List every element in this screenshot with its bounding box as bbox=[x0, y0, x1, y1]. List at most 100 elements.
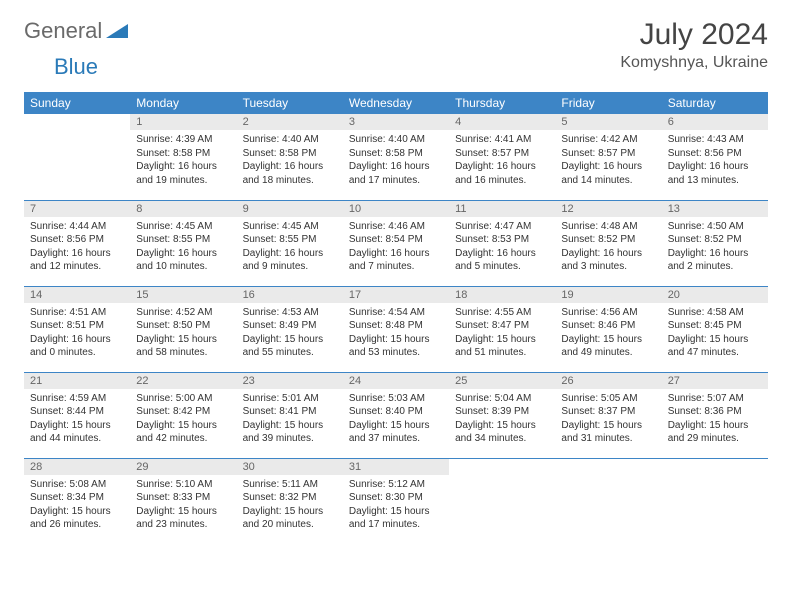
day-number: 20 bbox=[662, 287, 768, 303]
day-number: 10 bbox=[343, 201, 449, 217]
day-details: Sunrise: 4:58 AMSunset: 8:45 PMDaylight:… bbox=[662, 303, 768, 362]
dow-header: Saturday bbox=[662, 92, 768, 114]
day-number: 5 bbox=[555, 114, 661, 130]
day-details: Sunrise: 4:45 AMSunset: 8:55 PMDaylight:… bbox=[130, 217, 236, 276]
day-number: 31 bbox=[343, 459, 449, 475]
calendar-day-cell: 17Sunrise: 4:54 AMSunset: 8:48 PMDayligh… bbox=[343, 286, 449, 372]
day-number: 7 bbox=[24, 201, 130, 217]
calendar-day-cell: 23Sunrise: 5:01 AMSunset: 8:41 PMDayligh… bbox=[237, 372, 343, 458]
day-details: Sunrise: 5:12 AMSunset: 8:30 PMDaylight:… bbox=[343, 475, 449, 534]
day-number: 12 bbox=[555, 201, 661, 217]
day-details: Sunrise: 5:03 AMSunset: 8:40 PMDaylight:… bbox=[343, 389, 449, 448]
calendar-day-cell: 7Sunrise: 4:44 AMSunset: 8:56 PMDaylight… bbox=[24, 200, 130, 286]
day-details: Sunrise: 5:01 AMSunset: 8:41 PMDaylight:… bbox=[237, 389, 343, 448]
day-number: 23 bbox=[237, 373, 343, 389]
day-number: 26 bbox=[555, 373, 661, 389]
day-number: 30 bbox=[237, 459, 343, 475]
calendar-day-cell: 25Sunrise: 5:04 AMSunset: 8:39 PMDayligh… bbox=[449, 372, 555, 458]
day-details: Sunrise: 4:52 AMSunset: 8:50 PMDaylight:… bbox=[130, 303, 236, 362]
calendar-day-cell: 21Sunrise: 4:59 AMSunset: 8:44 PMDayligh… bbox=[24, 372, 130, 458]
day-details: Sunrise: 4:45 AMSunset: 8:55 PMDaylight:… bbox=[237, 217, 343, 276]
location-label: Komyshnya, Ukraine bbox=[620, 54, 768, 72]
calendar-day-cell: 6Sunrise: 4:43 AMSunset: 8:56 PMDaylight… bbox=[662, 114, 768, 200]
day-details: Sunrise: 4:59 AMSunset: 8:44 PMDaylight:… bbox=[24, 389, 130, 448]
calendar-day-cell: 2Sunrise: 4:40 AMSunset: 8:58 PMDaylight… bbox=[237, 114, 343, 200]
calendar-empty-cell bbox=[449, 458, 555, 544]
day-details: Sunrise: 4:54 AMSunset: 8:48 PMDaylight:… bbox=[343, 303, 449, 362]
day-number: 27 bbox=[662, 373, 768, 389]
calendar-day-cell: 15Sunrise: 4:52 AMSunset: 8:50 PMDayligh… bbox=[130, 286, 236, 372]
dow-header: Sunday bbox=[24, 92, 130, 114]
calendar-week-row: 28Sunrise: 5:08 AMSunset: 8:34 PMDayligh… bbox=[24, 458, 768, 544]
day-details: Sunrise: 4:50 AMSunset: 8:52 PMDaylight:… bbox=[662, 217, 768, 276]
day-number: 19 bbox=[555, 287, 661, 303]
day-details: Sunrise: 4:51 AMSunset: 8:51 PMDaylight:… bbox=[24, 303, 130, 362]
calendar-day-cell: 18Sunrise: 4:55 AMSunset: 8:47 PMDayligh… bbox=[449, 286, 555, 372]
day-details: Sunrise: 5:04 AMSunset: 8:39 PMDaylight:… bbox=[449, 389, 555, 448]
calendar-day-cell: 31Sunrise: 5:12 AMSunset: 8:30 PMDayligh… bbox=[343, 458, 449, 544]
calendar-day-cell: 11Sunrise: 4:47 AMSunset: 8:53 PMDayligh… bbox=[449, 200, 555, 286]
day-number: 15 bbox=[130, 287, 236, 303]
calendar-day-cell: 28Sunrise: 5:08 AMSunset: 8:34 PMDayligh… bbox=[24, 458, 130, 544]
day-number: 13 bbox=[662, 201, 768, 217]
calendar-day-cell: 22Sunrise: 5:00 AMSunset: 8:42 PMDayligh… bbox=[130, 372, 236, 458]
day-details: Sunrise: 4:39 AMSunset: 8:58 PMDaylight:… bbox=[130, 130, 236, 189]
day-details: Sunrise: 4:46 AMSunset: 8:54 PMDaylight:… bbox=[343, 217, 449, 276]
month-title: July 2024 bbox=[620, 18, 768, 52]
calendar-empty-cell bbox=[662, 458, 768, 544]
day-details: Sunrise: 5:10 AMSunset: 8:33 PMDaylight:… bbox=[130, 475, 236, 534]
brand-triangle-icon bbox=[106, 20, 128, 43]
calendar-day-cell: 8Sunrise: 4:45 AMSunset: 8:55 PMDaylight… bbox=[130, 200, 236, 286]
calendar-day-cell: 4Sunrise: 4:41 AMSunset: 8:57 PMDaylight… bbox=[449, 114, 555, 200]
day-details: Sunrise: 5:05 AMSunset: 8:37 PMDaylight:… bbox=[555, 389, 661, 448]
calendar-day-cell: 19Sunrise: 4:56 AMSunset: 8:46 PMDayligh… bbox=[555, 286, 661, 372]
calendar-week-row: 1Sunrise: 4:39 AMSunset: 8:58 PMDaylight… bbox=[24, 114, 768, 200]
day-number: 25 bbox=[449, 373, 555, 389]
day-details: Sunrise: 4:48 AMSunset: 8:52 PMDaylight:… bbox=[555, 217, 661, 276]
calendar-day-cell: 1Sunrise: 4:39 AMSunset: 8:58 PMDaylight… bbox=[130, 114, 236, 200]
day-details: Sunrise: 5:08 AMSunset: 8:34 PMDaylight:… bbox=[24, 475, 130, 534]
day-details: Sunrise: 5:07 AMSunset: 8:36 PMDaylight:… bbox=[662, 389, 768, 448]
day-number: 6 bbox=[662, 114, 768, 130]
dow-header: Friday bbox=[555, 92, 661, 114]
day-number: 21 bbox=[24, 373, 130, 389]
day-number: 2 bbox=[237, 114, 343, 130]
day-number: 1 bbox=[130, 114, 236, 130]
title-block: July 2024 Komyshnya, Ukraine bbox=[620, 18, 768, 72]
day-details: Sunrise: 4:41 AMSunset: 8:57 PMDaylight:… bbox=[449, 130, 555, 189]
day-number: 16 bbox=[237, 287, 343, 303]
calendar-day-cell: 27Sunrise: 5:07 AMSunset: 8:36 PMDayligh… bbox=[662, 372, 768, 458]
calendar-week-row: 14Sunrise: 4:51 AMSunset: 8:51 PMDayligh… bbox=[24, 286, 768, 372]
calendar-day-cell: 14Sunrise: 4:51 AMSunset: 8:51 PMDayligh… bbox=[24, 286, 130, 372]
brand-text-general: General bbox=[24, 18, 102, 44]
day-number: 24 bbox=[343, 373, 449, 389]
calendar-table: SundayMondayTuesdayWednesdayThursdayFrid… bbox=[24, 92, 768, 544]
day-details: Sunrise: 4:40 AMSunset: 8:58 PMDaylight:… bbox=[237, 130, 343, 189]
calendar-header-row: SundayMondayTuesdayWednesdayThursdayFrid… bbox=[24, 92, 768, 114]
day-number: 29 bbox=[130, 459, 236, 475]
dow-header: Thursday bbox=[449, 92, 555, 114]
calendar-day-cell: 29Sunrise: 5:10 AMSunset: 8:33 PMDayligh… bbox=[130, 458, 236, 544]
calendar-day-cell: 3Sunrise: 4:40 AMSunset: 8:58 PMDaylight… bbox=[343, 114, 449, 200]
day-details: Sunrise: 5:00 AMSunset: 8:42 PMDaylight:… bbox=[130, 389, 236, 448]
calendar-day-cell: 5Sunrise: 4:42 AMSunset: 8:57 PMDaylight… bbox=[555, 114, 661, 200]
calendar-empty-cell bbox=[555, 458, 661, 544]
day-details: Sunrise: 4:53 AMSunset: 8:49 PMDaylight:… bbox=[237, 303, 343, 362]
calendar-day-cell: 10Sunrise: 4:46 AMSunset: 8:54 PMDayligh… bbox=[343, 200, 449, 286]
calendar-day-cell: 30Sunrise: 5:11 AMSunset: 8:32 PMDayligh… bbox=[237, 458, 343, 544]
calendar-day-cell: 9Sunrise: 4:45 AMSunset: 8:55 PMDaylight… bbox=[237, 200, 343, 286]
calendar-day-cell: 13Sunrise: 4:50 AMSunset: 8:52 PMDayligh… bbox=[662, 200, 768, 286]
day-details: Sunrise: 4:56 AMSunset: 8:46 PMDaylight:… bbox=[555, 303, 661, 362]
day-number: 11 bbox=[449, 201, 555, 217]
day-details: Sunrise: 4:44 AMSunset: 8:56 PMDaylight:… bbox=[24, 217, 130, 276]
dow-header: Tuesday bbox=[237, 92, 343, 114]
day-number: 22 bbox=[130, 373, 236, 389]
day-details: Sunrise: 4:43 AMSunset: 8:56 PMDaylight:… bbox=[662, 130, 768, 189]
day-details: Sunrise: 5:11 AMSunset: 8:32 PMDaylight:… bbox=[237, 475, 343, 534]
calendar-day-cell: 12Sunrise: 4:48 AMSunset: 8:52 PMDayligh… bbox=[555, 200, 661, 286]
day-number: 28 bbox=[24, 459, 130, 475]
brand-text-blue: Blue bbox=[54, 54, 98, 79]
dow-header: Monday bbox=[130, 92, 236, 114]
calendar-day-cell: 20Sunrise: 4:58 AMSunset: 8:45 PMDayligh… bbox=[662, 286, 768, 372]
day-details: Sunrise: 4:42 AMSunset: 8:57 PMDaylight:… bbox=[555, 130, 661, 189]
